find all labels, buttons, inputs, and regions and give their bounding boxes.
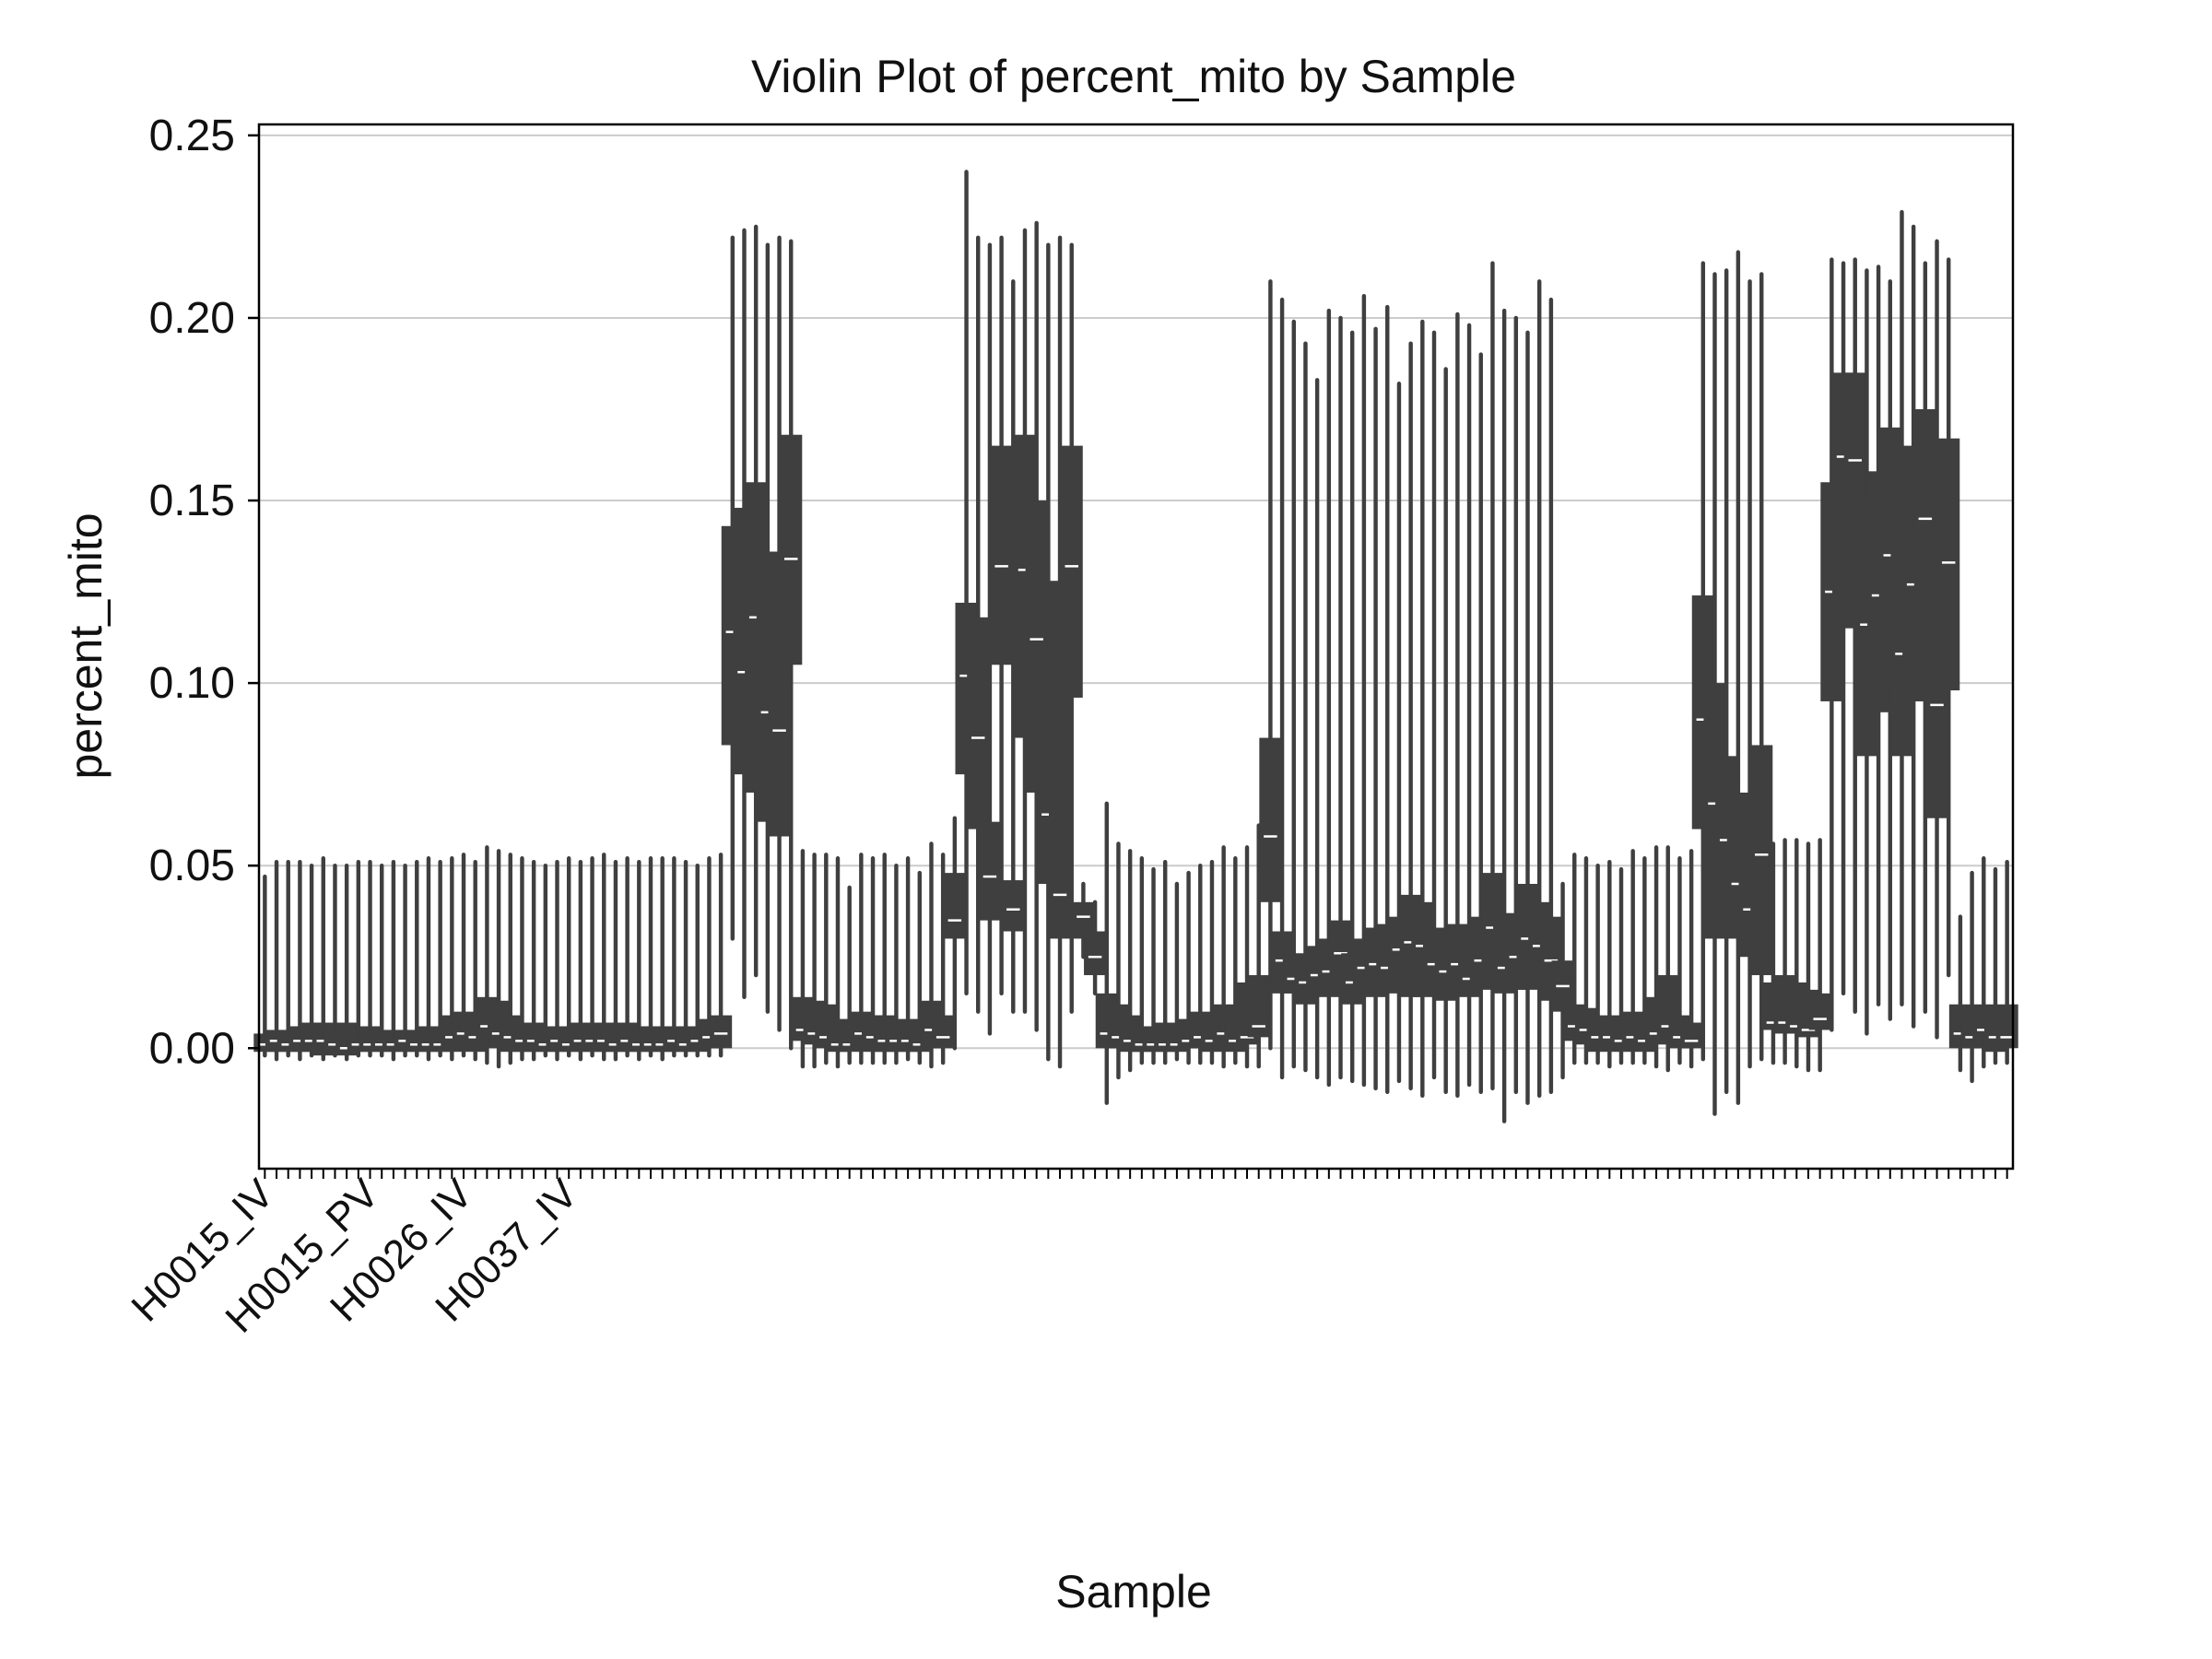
violin bbox=[1072, 881, 1095, 959]
violin bbox=[1680, 849, 1703, 1069]
violin-body bbox=[1808, 993, 1831, 1030]
violin bbox=[1703, 272, 1726, 1116]
violin-body bbox=[710, 1015, 733, 1049]
violin bbox=[1715, 268, 1738, 1095]
violins bbox=[253, 170, 2018, 1124]
violin bbox=[1937, 257, 1960, 978]
plot-area-frame bbox=[257, 123, 2015, 1171]
violin bbox=[1247, 823, 1270, 1069]
violin-body bbox=[780, 434, 803, 665]
violin bbox=[1084, 900, 1107, 996]
y-tick-label: 0.20 bbox=[149, 294, 235, 343]
violin bbox=[932, 853, 955, 1065]
violin-body bbox=[978, 821, 1001, 921]
chart-title: Violin Plot of percent_mito by Sample bbox=[751, 51, 1516, 102]
y-axis-label: percent_mito bbox=[60, 512, 112, 779]
violin bbox=[710, 853, 733, 1058]
violin bbox=[943, 816, 966, 1051]
violin-body bbox=[990, 445, 1013, 665]
violin bbox=[1995, 860, 2018, 1065]
violin-body bbox=[932, 1015, 955, 1049]
y-tick-label: 0.00 bbox=[149, 1024, 235, 1073]
violin bbox=[1224, 856, 1247, 1065]
violin bbox=[990, 235, 1013, 996]
violin bbox=[1060, 242, 1083, 1014]
violin bbox=[1259, 279, 1282, 1051]
violin bbox=[768, 235, 791, 1032]
violin bbox=[780, 239, 803, 1051]
violin bbox=[1329, 315, 1352, 1080]
violin-body bbox=[1750, 745, 1773, 976]
violin-body bbox=[1937, 438, 1960, 691]
violin-body bbox=[967, 617, 990, 830]
violin bbox=[1890, 209, 1913, 1006]
violin-body bbox=[1995, 1004, 2018, 1049]
violin bbox=[1750, 272, 1773, 1062]
violin bbox=[978, 242, 1001, 1036]
violin-body bbox=[1060, 445, 1083, 698]
violin-body bbox=[1259, 737, 1282, 902]
y-tick-label: 0.15 bbox=[149, 477, 235, 525]
violin-body bbox=[943, 873, 966, 939]
violin-body bbox=[1084, 931, 1107, 976]
y-tick-label: 0.10 bbox=[149, 659, 235, 708]
y-tick-label: 0.25 bbox=[149, 112, 235, 160]
violin bbox=[1002, 279, 1025, 1014]
x-axis-ticks bbox=[264, 1169, 2008, 1179]
x-axis-label: Sample bbox=[1055, 1566, 1212, 1618]
y-tick-label: 0.05 bbox=[149, 841, 235, 890]
violin bbox=[967, 235, 990, 1014]
violin-body bbox=[1002, 880, 1025, 932]
violin bbox=[1808, 838, 1831, 1073]
y-axis-ticks: 0.00 0.05 0.10 0.15 0.20 0.25 bbox=[149, 112, 259, 1073]
violin bbox=[1621, 849, 1644, 1065]
violin bbox=[1551, 881, 1574, 1080]
violin-body bbox=[1247, 975, 1270, 1038]
violin-body bbox=[1680, 1022, 1703, 1049]
